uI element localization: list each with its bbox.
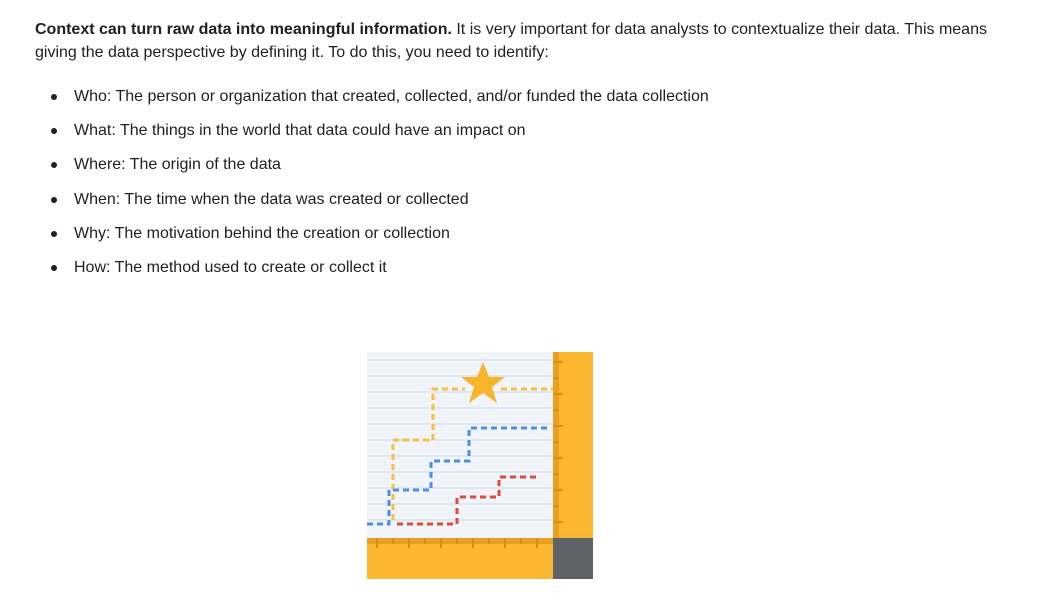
list-item-text: When: The time when the data was created… xyxy=(74,190,469,208)
bullet-icon xyxy=(51,162,57,169)
context-questions-list: Who: The person or organization that cre… xyxy=(35,87,1015,278)
list-item-where: Where: The origin of the data xyxy=(35,155,1015,175)
intro-bold-sentence: Context can turn raw data into meaningfu… xyxy=(35,21,452,38)
list-item-when: When: The time when the data was created… xyxy=(35,190,1015,210)
list-item-who: Who: The person or organization that cre… xyxy=(35,87,1015,107)
ruler-vertical-edge xyxy=(553,352,559,538)
bullet-icon xyxy=(51,128,57,135)
list-item-text: What: The things in the world that data … xyxy=(74,122,526,140)
ruler-vertical-ticks xyxy=(553,361,563,523)
list-item-what: What: The things in the world that data … xyxy=(35,121,1015,141)
bullet-icon xyxy=(51,230,57,237)
list-item-text: Who: The person or organization that cre… xyxy=(74,88,709,105)
ruler-horizontal-ticks xyxy=(376,538,538,548)
article-body: Context can turn raw data into meaningfu… xyxy=(35,18,1015,292)
bullet-icon xyxy=(51,264,57,271)
bullet-icon xyxy=(51,196,57,203)
list-item-text: Why: The motivation behind the creation … xyxy=(74,224,450,242)
blue-step-line xyxy=(367,426,547,526)
grid-lines xyxy=(367,359,553,521)
ruler-vertical xyxy=(553,352,593,538)
list-item-text: Where: The origin of the data xyxy=(74,156,281,174)
ruler-horizontal-edge xyxy=(367,538,553,544)
data-chart-ruler-star-icon xyxy=(367,352,593,579)
list-item-why: Why: The motivation behind the creation … xyxy=(35,224,1015,244)
list-item-text: How: The method used to create or collec… xyxy=(74,258,387,276)
intro-rest-text: It is very important for data analysts t… xyxy=(35,21,987,61)
red-step-line xyxy=(397,475,539,526)
paper-background xyxy=(367,352,553,538)
list-item-how: How: The method used to create or collec… xyxy=(35,258,1015,278)
intro-paragraph: Context can turn raw data into meaningfu… xyxy=(35,18,1015,64)
ruler-horizontal xyxy=(367,538,553,579)
ruler-corner xyxy=(553,538,593,579)
bullet-icon xyxy=(51,94,57,100)
yellow-step-line xyxy=(391,387,465,520)
star-shape xyxy=(461,362,505,403)
